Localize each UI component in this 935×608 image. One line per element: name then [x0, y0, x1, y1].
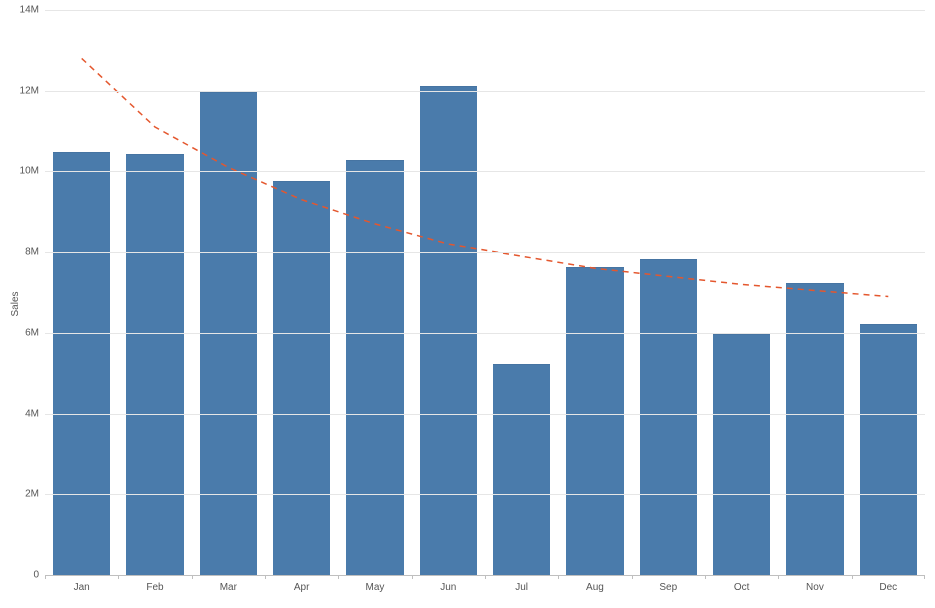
bar-slot: Sep — [632, 10, 705, 575]
x-tick-label: Apr — [294, 582, 310, 593]
bar — [53, 152, 110, 575]
x-tick-label: Sep — [659, 582, 677, 593]
bar — [493, 364, 550, 575]
plot-area: JanFebMarAprMayJunJulAugSepOctNovDec 02M… — [45, 10, 925, 575]
bar-slot: Nov — [778, 10, 851, 575]
bar-slot: Oct — [705, 10, 778, 575]
gridline — [45, 252, 925, 253]
sales-bar-chart: Sales JanFebMarAprMayJunJulAugSepOctNovD… — [0, 0, 935, 608]
bar-slot: Apr — [265, 10, 338, 575]
y-tick-label: 4M — [7, 408, 39, 419]
bar — [566, 267, 623, 575]
bar — [273, 181, 330, 575]
y-tick-label: 2M — [7, 489, 39, 500]
y-tick-label: 14M — [7, 5, 39, 16]
x-tick-label: Oct — [734, 582, 750, 593]
bar-slot: Feb — [118, 10, 191, 575]
x-tick-label: May — [366, 582, 385, 593]
bar-slot: Jan — [45, 10, 118, 575]
gridline — [45, 494, 925, 495]
bar — [860, 324, 917, 575]
bar-slot: Jun — [412, 10, 485, 575]
gridline — [45, 10, 925, 11]
bars-container: JanFebMarAprMayJunJulAugSepOctNovDec — [45, 10, 925, 575]
bar — [640, 259, 697, 575]
x-tick-label: Aug — [586, 582, 604, 593]
y-axis-label: Sales — [10, 291, 21, 316]
y-tick-label: 0 — [7, 570, 39, 581]
x-tick-label: Nov — [806, 582, 824, 593]
x-tick-label: Mar — [220, 582, 237, 593]
y-tick-label: 12M — [7, 85, 39, 96]
x-tick-label: Jul — [515, 582, 528, 593]
x-tick-label: Jun — [440, 582, 456, 593]
bar-slot: May — [338, 10, 411, 575]
bar-slot: Jul — [485, 10, 558, 575]
x-axis-line — [45, 575, 925, 576]
bar — [126, 154, 183, 575]
bar-slot: Mar — [192, 10, 265, 575]
y-tick-label: 6M — [7, 327, 39, 338]
gridline — [45, 414, 925, 415]
gridline — [45, 91, 925, 92]
bar-slot: Dec — [852, 10, 925, 575]
gridline — [45, 333, 925, 334]
bar — [713, 334, 770, 575]
y-tick-label: 8M — [7, 247, 39, 258]
bar — [346, 160, 403, 575]
gridline — [45, 171, 925, 172]
bar — [786, 283, 843, 575]
bar — [420, 86, 477, 575]
x-tick-label: Jan — [74, 582, 90, 593]
x-tick-label: Dec — [879, 582, 897, 593]
y-tick-label: 10M — [7, 166, 39, 177]
x-tick-label: Feb — [146, 582, 163, 593]
bar-slot: Aug — [558, 10, 631, 575]
